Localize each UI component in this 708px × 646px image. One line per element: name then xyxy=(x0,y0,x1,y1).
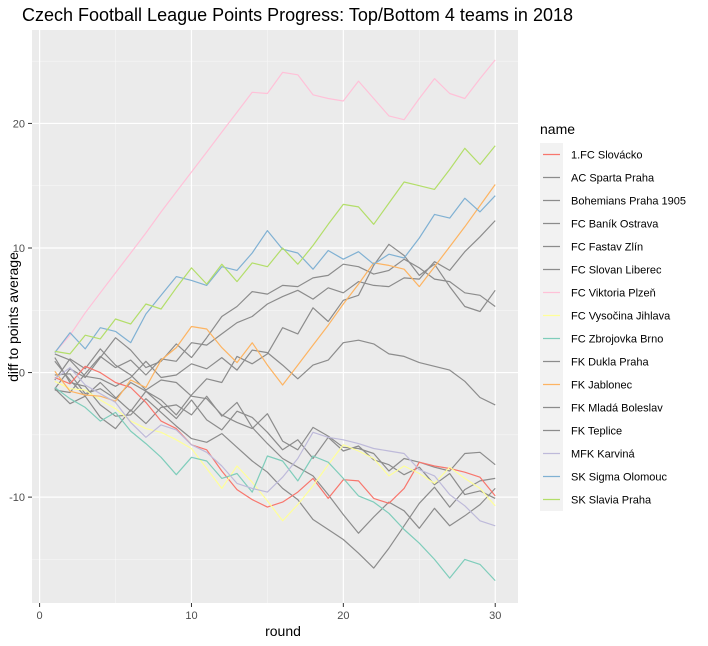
y-axis-title: diff to points average xyxy=(5,252,21,382)
legend-item: 1.FC Slovácko xyxy=(540,143,643,166)
series-line-mfk-karvina xyxy=(54,367,496,527)
y-tick-label: 0 xyxy=(19,368,25,380)
series-line-fk-teplice xyxy=(54,243,496,416)
legend-label: FC Vysočina Jihlava xyxy=(571,311,671,323)
y-tick-label: 10 xyxy=(13,243,25,255)
x-tick-label: 0 xyxy=(37,610,43,622)
legend-label: 1.FC Slovácko xyxy=(571,150,643,162)
series-line-fk-mlada-boleslav xyxy=(54,388,496,534)
legend-label: FK Mladá Boleslav xyxy=(571,403,663,415)
legend-label: SK Slavia Praha xyxy=(571,495,652,507)
legend-item: FC Fastav Zlín xyxy=(540,235,643,258)
legend-label: FK Teplice xyxy=(571,426,622,438)
legend-label: MFK Karviná xyxy=(571,449,635,461)
series-line-fc-banik-ostrava xyxy=(54,220,496,394)
legend-label: FC Zbrojovka Brno xyxy=(571,334,663,346)
axis-ticks: 0 10 20 30 -10 0 10 20 xyxy=(9,118,501,622)
legend-item: FC Baník Ostrava xyxy=(540,212,659,235)
legend-label: Bohemians Praha 1905 xyxy=(571,196,686,208)
legend-label: FC Fastav Zlín xyxy=(571,242,643,254)
legend-item: FK Teplice xyxy=(540,419,622,442)
x-axis-title: round xyxy=(265,623,301,639)
legend-item: FK Dukla Praha xyxy=(540,350,650,373)
chart-title: Czech Football League Points Progress: T… xyxy=(22,5,573,25)
legend-item: FC Slovan Liberec xyxy=(540,258,662,281)
legend-label: FC Slovan Liberec xyxy=(571,265,662,277)
legend-label: FK Dukla Praha xyxy=(571,357,650,369)
y-tick-label: 20 xyxy=(13,118,25,130)
legend-title: name xyxy=(540,121,575,137)
panel-background xyxy=(32,30,518,603)
x-tick-label: 20 xyxy=(337,610,349,622)
series-line-sk-sigma-olomouc xyxy=(54,195,496,353)
legend-label: FK Jablonec xyxy=(571,380,633,392)
series-line-ac-sparta-praha xyxy=(54,258,496,390)
legend-label: SK Sigma Olomouc xyxy=(571,472,667,484)
plot-panel xyxy=(32,30,518,603)
legend-item: FC Vysočina Jihlava xyxy=(540,304,671,327)
series-line-fc-fastav-zlin xyxy=(54,357,496,569)
series-line-fc-viktoria-plzen xyxy=(54,59,496,353)
x-tick-label: 10 xyxy=(185,610,197,622)
y-tick-label: -10 xyxy=(9,492,25,504)
legend-item: FK Jablonec xyxy=(540,373,633,396)
legend-item: AC Sparta Praha xyxy=(540,166,655,189)
legend-label: AC Sparta Praha xyxy=(571,173,655,185)
legend-item: Bohemians Praha 1905 xyxy=(540,189,686,212)
legend-item: FK Mladá Boleslav xyxy=(540,396,663,419)
series-line-fc-slovan-liberec xyxy=(54,339,496,406)
legend-item: SK Sigma Olomouc xyxy=(540,465,667,488)
legend-item: MFK Karviná xyxy=(540,442,635,465)
legend-item: FC Zbrojovka Brno xyxy=(540,327,663,350)
legend-label: FC Viktoria Plzeň xyxy=(571,288,656,300)
series-line-1-fc-slovacko xyxy=(54,365,496,508)
series-line-fc-zbrojovka-brno xyxy=(54,387,496,582)
legend: name 1.FC Slovácko AC Sparta Praha Bohemia… xyxy=(540,121,686,511)
x-tick-label: 30 xyxy=(489,610,501,622)
series-line-sk-slavia-praha xyxy=(54,145,496,355)
legend-item: FC Viktoria Plzeň xyxy=(540,281,656,304)
legend-label: FC Baník Ostrava xyxy=(571,219,659,231)
series-line-fk-jablonec xyxy=(54,184,496,402)
legend-item: SK Slavia Praha xyxy=(540,488,652,511)
